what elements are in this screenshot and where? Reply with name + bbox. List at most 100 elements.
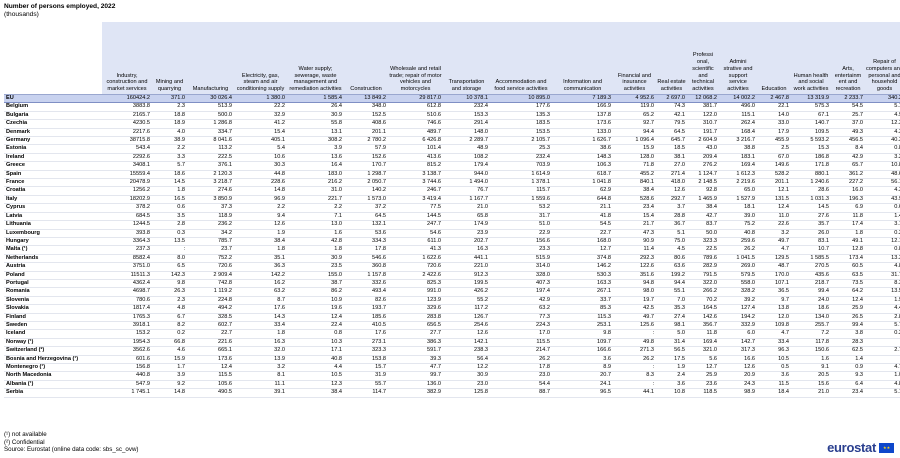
row-label: Albania (¹) (4, 380, 102, 390)
table-cell: 546.6 (344, 254, 388, 264)
table-cell: 63.6 (656, 262, 687, 272)
table-cell: 16.4 (287, 161, 344, 171)
table-cell: 2 697.0 (656, 93, 687, 104)
table-cell: 142.3 (152, 271, 187, 280)
table-cell: 2 467.8 (757, 93, 791, 104)
table-cell: 13.5 (152, 237, 187, 247)
table-cell: 5.4 (234, 144, 287, 154)
table-cell: 426.2 (443, 287, 490, 297)
row-label: Latvia (4, 212, 102, 222)
table-cell: 611.0 (388, 237, 443, 247)
table-cell: 1.0 (865, 371, 900, 381)
table-cell: 174.9 (443, 220, 490, 230)
table-cell: 1 378.1 (490, 178, 552, 188)
table-cell: 8582.4 (102, 254, 152, 264)
table-cell: 30.9 (287, 254, 344, 264)
table-cell: 54.5 (831, 102, 865, 112)
table-cell: 49.3 (831, 128, 865, 138)
column-header: Transportation and storage (443, 22, 490, 95)
table-cell: 0.8 (865, 144, 900, 154)
table-cell: 164.5 (687, 304, 719, 314)
row-label: Austria (4, 262, 102, 272)
table-cell: 23.4 (831, 388, 865, 398)
table-cell: 3 744.6 (388, 178, 443, 188)
table-cell: 88.7 (490, 388, 552, 398)
table-cell: 201.1 (344, 128, 388, 138)
table-cell: 360.8 (344, 262, 388, 272)
table-row: Slovakia 1817.4 4.8 494.2 17.6 19.6 193.7 329.6… (4, 304, 900, 314)
table-row: Greece 3408.1 5.7 376.1 30.3 16.4 170.7 815.2 17… (4, 161, 900, 171)
table-cell: 35.1 (234, 254, 287, 264)
table-row: Latvia 684.5 3.5 118.9 9.4 7.1 64.5 144.5 65.8 31… (4, 212, 900, 222)
table-cell: 3.2 (757, 229, 791, 238)
table-cell: 12.6 (656, 186, 687, 196)
table-cell: 57.9 (344, 144, 388, 154)
table-cell: 166.9 (552, 102, 613, 112)
table-cell: 26.0 (791, 229, 831, 238)
table-cell: 168.0 (552, 237, 613, 247)
table-cell: 1.8 (831, 229, 865, 238)
table-cell: 0.6 (152, 203, 187, 213)
table-cell: 64.5 (344, 212, 388, 222)
column-header: Financial and insurance activities (613, 22, 656, 95)
table-cell: 12.4 (757, 203, 791, 213)
table-cell: 13 319.9 (791, 93, 831, 104)
table-cell: 37.0 (831, 119, 865, 129)
table-cell: 3751.0 (102, 262, 152, 272)
table-cell: 601.6 (102, 354, 152, 365)
table-cell: 115.5 (187, 371, 234, 381)
table-cell: 23.7 (187, 245, 234, 255)
table-cell: 9.2 (152, 380, 187, 390)
table-cell: 185.6 (344, 313, 388, 322)
table-cell: 221.0 (443, 262, 490, 272)
table-cell: 186.8 (791, 153, 831, 163)
table-cell: 92.7 (613, 119, 656, 129)
table-cell: 34.2 (187, 229, 234, 238)
table-cell: 156.6 (490, 237, 552, 247)
table-cell: 0.2 (865, 329, 900, 339)
table-cell: 170.7 (344, 161, 388, 171)
table-cell: 42.7 (687, 212, 719, 222)
table-cell: 11.8 (831, 212, 865, 222)
table-cell: 94.4 (656, 279, 687, 289)
table-cell: 10.5 (287, 371, 344, 381)
table-cell: 98.0 (613, 287, 656, 297)
table-cell: 328.2 (719, 287, 757, 297)
table-cell: 382.9 (388, 388, 443, 398)
table-cell: 26.2 (490, 354, 552, 365)
table-cell: 618.7 (552, 170, 613, 180)
table-cell: 85.3 (552, 304, 613, 314)
table-cell: 56.1 (865, 178, 900, 188)
table-cell: 53.2 (490, 203, 552, 213)
table-cell: 179.4 (443, 161, 490, 171)
table-cell: 12.1 (757, 186, 791, 196)
table-cell: 33.0 (757, 119, 791, 129)
table-cell: 53.6 (344, 229, 388, 238)
table-cell: 23.4 (613, 203, 656, 213)
table-cell: 65.2 (613, 111, 656, 121)
table-cell: 25.7 (831, 111, 865, 121)
table-cell: 3.5 (152, 212, 187, 222)
table-cell: 122.0 (687, 111, 719, 121)
table-cell: 1256.2 (102, 186, 152, 196)
table-cell: 33.7 (552, 296, 613, 306)
table-cell: 720.6 (187, 262, 234, 272)
row-label: Switzerland (²) (4, 346, 102, 356)
table-cell: 26.2 (613, 354, 656, 365)
column-header: Education (757, 22, 791, 95)
table-cell: 1.8 (234, 245, 287, 255)
table-cell: 510.6 (388, 111, 443, 121)
table-cell: 791.5 (687, 271, 719, 280)
table-cell: 26.4 (287, 102, 344, 112)
table-cell: 127.4 (719, 304, 757, 314)
table-cell: 197.4 (490, 287, 552, 297)
table-cell: 50.0 (687, 229, 719, 238)
table-cell: 405.1 (234, 136, 287, 146)
table-cell: 10.9 (287, 296, 344, 306)
table-cell: 232.4 (490, 153, 552, 163)
table-cell: 356.7 (687, 321, 719, 331)
table-row: Czechia 4230.5 18.9 1 286.8 41.2 55.8 408.6 746… (4, 119, 900, 129)
table-cell: 148.3 (552, 153, 613, 163)
table-row: Denmark 2217.6 4.0 334.7 15.4 13.1 201.1 489.7 1… (4, 128, 900, 138)
table-cell: 3 850.9 (187, 195, 234, 205)
